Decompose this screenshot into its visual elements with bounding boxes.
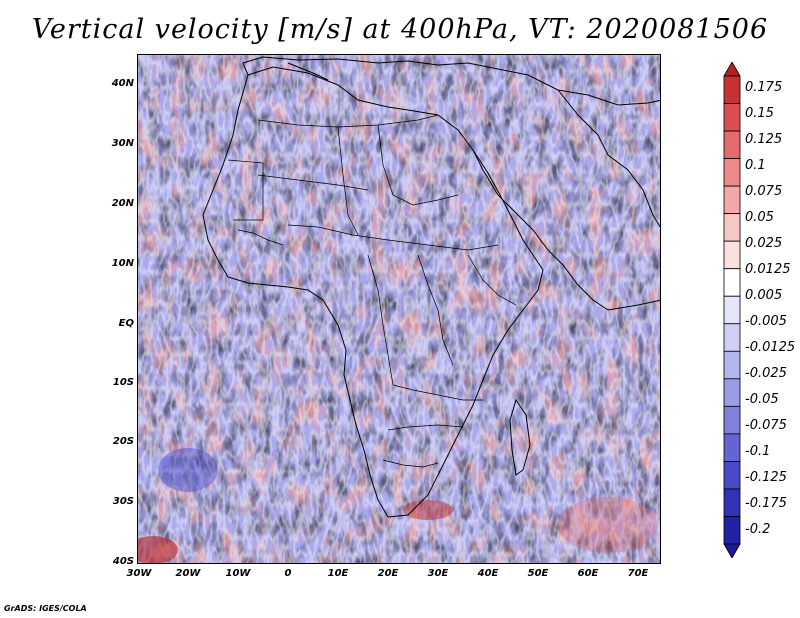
colorbar-segment (723, 350, 741, 380)
colorbar-segment (723, 405, 741, 435)
lat-label-10n: 10N (111, 258, 134, 269)
colorbar-segment (723, 130, 741, 159)
colorbar-segment (723, 323, 741, 352)
lat-label-20n: 20N (111, 198, 134, 209)
lat-label-10s: 10S (112, 377, 134, 388)
colorbar-segment (723, 378, 741, 407)
colorbar-label: -0.075 (745, 418, 787, 433)
coastlines (202, 56, 660, 518)
colorbar-label: 0.15 (745, 106, 774, 121)
colorbar-label: 0.0125 (745, 262, 791, 277)
colorbar-segment (723, 516, 741, 545)
vertical-velocity-field (138, 55, 660, 563)
colorbar-segment (723, 103, 741, 132)
colorbar-segment (723, 158, 741, 187)
colorbar-segment (723, 185, 741, 215)
lat-label-eq: EQ (118, 318, 134, 329)
lat-label-30n: 30N (111, 138, 134, 149)
colorbar-segment (723, 461, 741, 490)
colorbar-segment (723, 75, 741, 104)
country-borders (227, 114, 517, 468)
lat-label-30s: 30S (112, 496, 134, 507)
colorbar-segment (723, 295, 741, 325)
colorbar-segment (723, 213, 741, 242)
colorbar-segment (723, 62, 741, 77)
lat-label-40n: 40N (111, 78, 134, 89)
lon-label-20e: 20E (377, 568, 399, 579)
lon-label-40e: 40E (477, 568, 499, 579)
colorbar-label: -0.0125 (745, 340, 796, 355)
colorbar-segment (723, 240, 741, 270)
colorbar-label: 0.175 (745, 80, 783, 95)
colorbar-label: -0.2 (745, 522, 771, 537)
colorbar-label: 0.075 (745, 184, 783, 199)
colorbar-label: -0.175 (745, 496, 787, 511)
colorbar-label: 0.1 (745, 158, 766, 173)
colorbar (723, 62, 741, 558)
colorbar-segment (723, 268, 741, 297)
map-panel (137, 54, 661, 564)
lon-label-60e: 60E (577, 568, 599, 579)
colorbar-segment (723, 488, 741, 517)
colorbar-label: 0.05 (745, 210, 774, 225)
colorbar-label: 0.025 (745, 236, 783, 251)
lon-label-20w: 20W (175, 568, 201, 579)
lon-label-10e: 10E (327, 568, 349, 579)
colorbar-segment (723, 543, 741, 558)
lon-label-30w: 30W (126, 568, 152, 579)
colorbar-label: -0.005 (745, 314, 787, 329)
lon-label-70e: 70E (627, 568, 649, 579)
lon-label-30e: 30E (427, 568, 449, 579)
colorbar-label: 0.005 (745, 288, 783, 303)
lon-label-0: 0 (284, 568, 292, 579)
colorbar-label: -0.125 (745, 470, 787, 485)
lat-label-20s: 20S (112, 436, 134, 447)
colorbar-label: 0.125 (745, 132, 783, 147)
chart-title: Vertical velocity [m/s] at 400hPa, VT: 2… (31, 14, 769, 45)
colorbar-label: -0.025 (745, 366, 787, 381)
lon-label-10w: 10W (225, 568, 251, 579)
colorbar-label: -0.1 (745, 444, 771, 459)
lat-label-40s: 40S (112, 556, 134, 567)
colorbar-segment (723, 433, 741, 462)
credit-text: GrADS: IGES/COLA (4, 604, 87, 613)
lon-label-50e: 50E (527, 568, 549, 579)
colorbar-label: -0.05 (745, 392, 779, 407)
